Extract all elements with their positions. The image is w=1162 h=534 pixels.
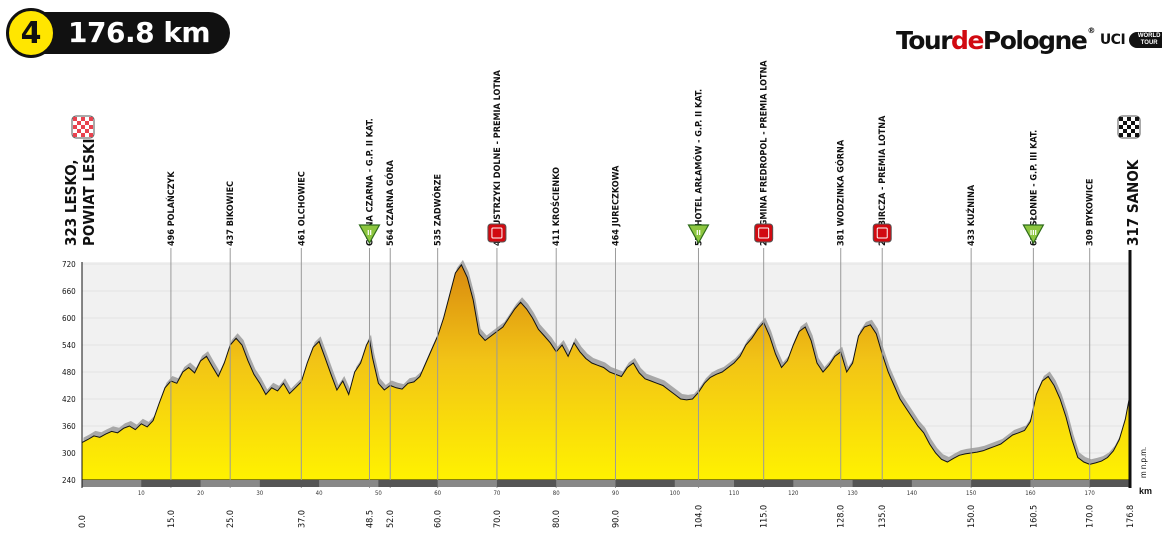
- y-tick-label: 720: [62, 260, 76, 269]
- finish-label: 317 SANOK: [1124, 159, 1142, 246]
- point-label: 535 ZADWÓRZE: [432, 174, 444, 246]
- minor-tick-label: 20: [197, 490, 204, 497]
- sprint-badge-icon: [754, 223, 774, 243]
- minor-tick-label: 110: [729, 490, 740, 497]
- km-label: 37.0: [297, 510, 307, 528]
- logo-wordmark: TourdePologne®: [896, 25, 1095, 55]
- y-tick-label: 240: [62, 476, 76, 485]
- point-label: 411 KROŚCIENKO: [550, 167, 562, 246]
- distance-pill: [38, 12, 230, 54]
- km-axis-segment: [82, 480, 142, 487]
- km-label: 80.0: [552, 510, 562, 528]
- minor-tick-label: 160: [1025, 490, 1036, 497]
- y-tick-label: 480: [62, 368, 76, 377]
- km-axis-segment: [200, 480, 260, 487]
- y-tick-label: 540: [62, 341, 76, 350]
- finish-flag-icon: [1117, 115, 1141, 139]
- km-label: 60.0: [434, 510, 444, 528]
- point-label: 461 OLCHOWIEC: [297, 171, 307, 246]
- km-label: 104.0: [694, 505, 704, 528]
- km-label: 90.0: [611, 510, 621, 528]
- minor-tick-label: 170: [1085, 490, 1096, 497]
- kom-badge-icon: II: [687, 224, 710, 245]
- start-label-line2: POWIAT LESKI: [80, 139, 98, 246]
- finish-km-label: 176.8: [1126, 505, 1136, 528]
- minor-tick-label: 140: [907, 490, 918, 497]
- start-label: 323 LESKO,: [62, 160, 80, 246]
- minor-tick-label: 10: [138, 490, 145, 497]
- minor-tick-label: 70: [493, 490, 500, 497]
- stage-number: 4: [6, 8, 56, 58]
- y-tick-label: 660: [62, 287, 76, 296]
- km-axis-segment: [556, 480, 616, 487]
- uci-logo: UCI: [1099, 32, 1126, 48]
- y-axis-label: m n.p.m.: [1139, 447, 1148, 478]
- point-label: 288 BIRCZA - PREMIA LOTNA: [878, 115, 888, 246]
- km-label: 135.0: [878, 505, 888, 528]
- km-axis-segment: [793, 480, 853, 487]
- world-tour-badge: WORLD TOUR: [1129, 32, 1162, 48]
- point-label: 433 KUŹNINA: [965, 184, 977, 246]
- km-label: 48.5: [365, 510, 375, 528]
- y-tick-label: 420: [62, 395, 76, 404]
- kom-category: III: [1030, 229, 1037, 237]
- y-tick-label: 360: [62, 422, 76, 431]
- minor-tick-label: 80: [553, 490, 560, 497]
- kom-category: II: [696, 229, 701, 237]
- minor-tick-label: 30: [256, 490, 263, 497]
- point-label: 275 GMINA FREDROPOL - PREMIA LOTNA: [760, 60, 770, 246]
- km-axis-segment: [319, 480, 379, 487]
- minor-tick-label: 60: [434, 490, 441, 497]
- kom-category: II: [367, 229, 372, 237]
- km-label: 52.0: [386, 510, 396, 528]
- minor-tick-label: 50: [375, 490, 382, 497]
- y-tick-label: 600: [62, 314, 76, 323]
- km-label: 25.0: [226, 510, 236, 528]
- minor-tick-label: 120: [788, 490, 799, 497]
- start-flag-icon: [71, 115, 95, 139]
- point-label: 437 BIKOWIEC: [226, 181, 236, 246]
- point-label: GMINA CZARNA - G.P. II KAT.: [365, 118, 375, 246]
- km-label: 115.0: [760, 505, 770, 528]
- km-axis-segment: [674, 480, 735, 487]
- km-label: 128.0: [837, 505, 847, 528]
- km-axis-segment: [1030, 480, 1090, 487]
- point-label: 478 USTRZYKI DOLNE - PREMIA LOTNA: [493, 69, 503, 246]
- sprint-badge-icon: [487, 223, 507, 243]
- point-label: 464 JURECZKOWA: [611, 165, 621, 246]
- start-km-label: 0.0: [78, 515, 88, 528]
- sprint-badge-icon: [872, 223, 892, 243]
- point-label: 579 HOTEL ARŁAMÓW - G.P. II KAT.: [692, 89, 704, 246]
- km-label: 15.0: [167, 510, 177, 528]
- km-label: 150.0: [967, 505, 977, 528]
- point-label: 309 BYKOWICE: [1086, 179, 1096, 246]
- stage-distance: 176.8 km: [68, 16, 211, 49]
- point-label: 496 POLAŃCZYK: [165, 171, 177, 246]
- minor-tick-label: 130: [847, 490, 858, 497]
- km-unit-label: km: [1139, 486, 1152, 496]
- km-axis-segment: [911, 480, 972, 487]
- kom-badge-icon: III: [1022, 224, 1045, 245]
- tour-de-pologne-logo: TourdePologne® UCI WORLD TOUR: [896, 24, 1162, 56]
- minor-tick-label: 90: [612, 490, 619, 497]
- minor-tick-label: 100: [670, 490, 681, 497]
- point-label: 564 CZARNA GÓRA: [384, 159, 396, 246]
- km-axis-segment: [437, 480, 497, 487]
- km-label: 170.0: [1086, 505, 1096, 528]
- km-label: 70.0: [493, 510, 503, 528]
- kom-badge-icon: II: [358, 224, 381, 245]
- km-label: 160.5: [1029, 505, 1039, 528]
- point-label: 381 WODZINKA GÓRNA: [835, 139, 847, 246]
- y-tick-label: 300: [62, 449, 76, 458]
- stage-badge: 4 176.8 km: [6, 8, 230, 58]
- minor-tick-label: 40: [316, 490, 323, 497]
- minor-tick-label: 150: [966, 490, 977, 497]
- point-label: 623 SŁONNE - G.P. III KAT.: [1029, 130, 1039, 246]
